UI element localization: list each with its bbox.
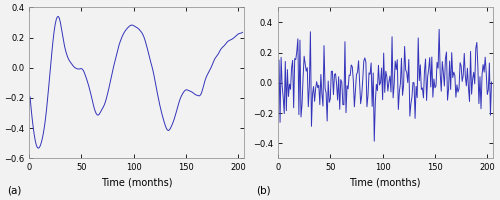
X-axis label: Time (months): Time (months): [100, 178, 172, 188]
X-axis label: Time (months): Time (months): [350, 178, 421, 188]
Text: (b): (b): [256, 186, 271, 196]
Text: (a): (a): [8, 186, 22, 196]
